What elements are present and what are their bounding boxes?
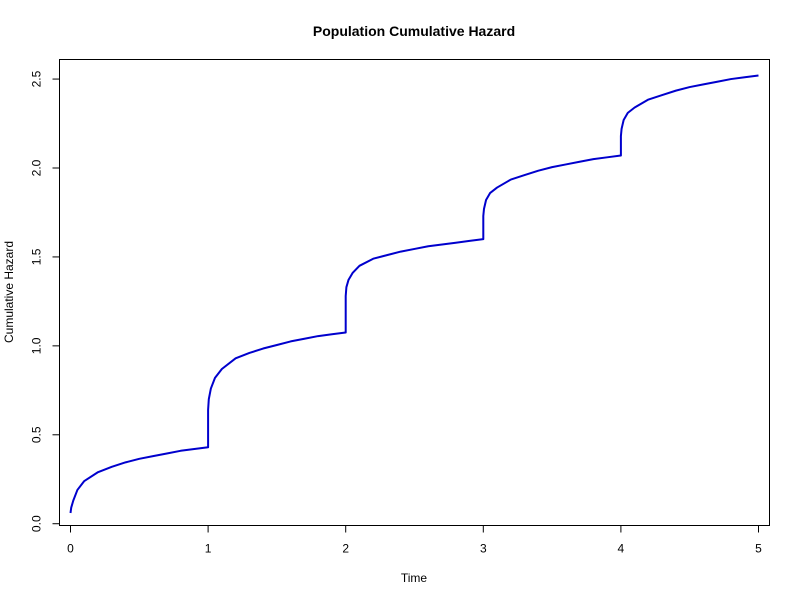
x-tick-label: 0: [67, 542, 74, 556]
cumulative-hazard-line: [69, 74, 759, 514]
y-tick-label: 1.5: [30, 248, 44, 265]
y-axis-label: Cumulative Hazard: [2, 241, 16, 343]
series-layer: [69, 74, 759, 514]
y-tick-label: 0.0: [30, 515, 44, 532]
x-tick-label: 2: [342, 542, 349, 556]
y-tick-label: 1.0: [30, 337, 44, 354]
x-tick-label: 5: [755, 542, 762, 556]
x-tick-label: 1: [205, 542, 212, 556]
x-tick-label: 4: [618, 542, 625, 556]
plot-area-border: [59, 59, 770, 526]
y-tick-label: 2.5: [30, 70, 44, 87]
y-tick-label: 0.5: [30, 426, 44, 443]
y-axis: 0.0 0.5 1.0 1.5 2.0 2.5: [30, 70, 60, 532]
x-axis-label: Time: [401, 571, 428, 585]
x-tick-label: 3: [480, 542, 487, 556]
y-tick-label: 2.0: [30, 159, 44, 176]
x-axis: 0 1 2 3 4 5: [67, 525, 762, 556]
chart-title: Population Cumulative Hazard: [313, 23, 515, 39]
